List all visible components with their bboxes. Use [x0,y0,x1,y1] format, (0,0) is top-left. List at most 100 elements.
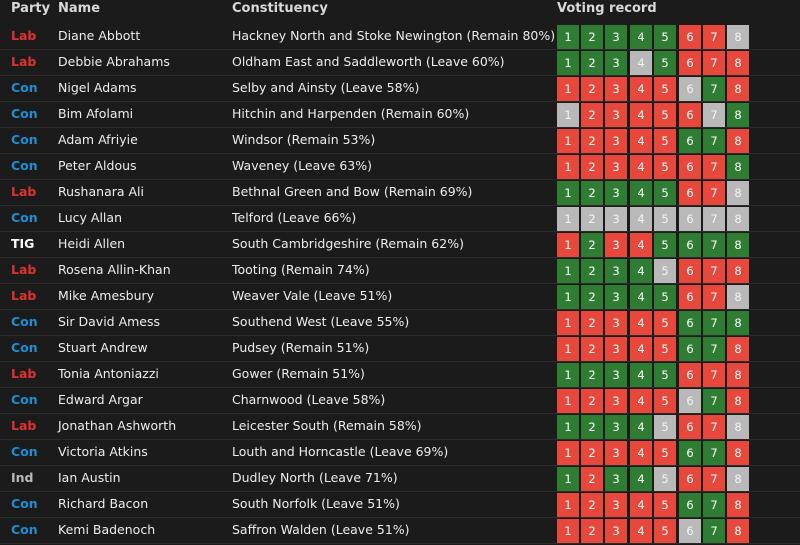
vote-cell-6[interactable]: 6 [679,207,701,231]
vote-cell-1[interactable]: 1 [557,233,579,257]
vote-cell-5[interactable]: 5 [654,25,676,49]
vote-cell-1[interactable]: 1 [557,311,579,335]
vote-cell-4[interactable]: 4 [630,155,652,179]
vote-cell-3[interactable]: 3 [605,259,627,283]
vote-cell-2[interactable]: 2 [581,441,603,465]
table-row[interactable]: Con Victoria Atkins Louth and Horncastle (… [0,441,800,466]
vote-cell-1[interactable]: 1 [557,285,579,309]
vote-cell-6[interactable]: 6 [679,285,701,309]
vote-cell-8[interactable]: 8 [727,25,749,49]
vote-cell-5[interactable]: 5 [654,77,676,101]
vote-cell-7[interactable]: 7 [703,311,725,335]
mp-name-cell[interactable]: Rosena Allin-Khan [58,262,171,277]
mp-name-cell[interactable]: Bim Afolami [58,106,134,121]
vote-cell-3[interactable]: 3 [605,77,627,101]
vote-cell-7[interactable]: 7 [703,285,725,309]
vote-cell-6[interactable]: 6 [679,181,701,205]
vote-cell-3[interactable]: 3 [605,207,627,231]
vote-cell-4[interactable]: 4 [630,129,652,153]
vote-cell-5[interactable]: 5 [654,389,676,413]
vote-cell-7[interactable]: 7 [703,25,725,49]
vote-cell-7[interactable]: 7 [703,207,725,231]
vote-cell-2[interactable]: 2 [581,337,603,361]
mp-name-cell[interactable]: Peter Aldous [58,158,137,173]
vote-cell-1[interactable]: 1 [557,493,579,517]
vote-cell-6[interactable]: 6 [679,233,701,257]
table-row[interactable]: Con Richard Bacon South Norfolk (Leave 51%… [0,493,800,518]
vote-cell-3[interactable]: 3 [605,441,627,465]
vote-cell-2[interactable]: 2 [581,363,603,387]
vote-cell-1[interactable]: 1 [557,77,579,101]
vote-cell-1[interactable]: 1 [557,441,579,465]
vote-cell-5[interactable]: 5 [654,181,676,205]
table-row[interactable]: Con Edward Argar Charnwood (Leave 58%) 1 2 3 4… [0,389,800,414]
mp-name-cell[interactable]: Rushanara Ali [58,184,144,199]
vote-cell-5[interactable]: 5 [654,337,676,361]
vote-cell-2[interactable]: 2 [581,285,603,309]
mp-name-cell[interactable]: Heidi Allen [58,236,126,251]
vote-cell-6[interactable]: 6 [679,259,701,283]
vote-cell-3[interactable]: 3 [605,363,627,387]
vote-cell-4[interactable]: 4 [630,207,652,231]
vote-cell-1[interactable]: 1 [557,155,579,179]
vote-cell-1[interactable]: 1 [557,25,579,49]
mp-name-cell[interactable]: Adam Afriyie [58,132,138,147]
vote-cell-3[interactable]: 3 [605,337,627,361]
vote-cell-6[interactable]: 6 [679,103,701,127]
vote-cell-3[interactable]: 3 [605,181,627,205]
mp-name-cell[interactable]: Kemi Badenoch [58,522,156,537]
table-row[interactable]: Lab Mike Amesbury Weaver Vale (Leave 51%) 1… [0,285,800,310]
vote-cell-3[interactable]: 3 [605,233,627,257]
vote-cell-4[interactable]: 4 [630,181,652,205]
vote-cell-6[interactable]: 6 [679,389,701,413]
vote-cell-7[interactable]: 7 [703,337,725,361]
vote-cell-4[interactable]: 4 [630,233,652,257]
vote-cell-6[interactable]: 6 [679,51,701,75]
vote-cell-4[interactable]: 4 [630,103,652,127]
mp-name-cell[interactable]: Richard Bacon [58,496,149,511]
table-row[interactable]: Lab Jonathan Ashworth Leicester South (Rem… [0,415,800,440]
vote-cell-3[interactable]: 3 [605,103,627,127]
vote-cell-8[interactable]: 8 [727,337,749,361]
vote-cell-8[interactable]: 8 [727,467,749,491]
vote-cell-1[interactable]: 1 [557,415,579,439]
vote-cell-5[interactable]: 5 [654,207,676,231]
vote-cell-6[interactable]: 6 [679,77,701,101]
table-row[interactable]: Lab Rosena Allin-Khan Tooting (Remain 74%)… [0,259,800,284]
mp-name-cell[interactable]: Tonia Antoniazzi [58,366,159,381]
vote-cell-4[interactable]: 4 [630,311,652,335]
mp-name-cell[interactable]: Debbie Abrahams [58,54,170,69]
name-column-header[interactable]: Name [58,1,101,16]
vote-cell-5[interactable]: 5 [654,311,676,335]
vote-cell-5[interactable]: 5 [654,441,676,465]
vote-cell-8[interactable]: 8 [727,155,749,179]
vote-cell-1[interactable]: 1 [557,103,579,127]
vote-cell-1[interactable]: 1 [557,129,579,153]
vote-cell-6[interactable]: 6 [679,415,701,439]
vote-cell-4[interactable]: 4 [630,415,652,439]
vote-cell-3[interactable]: 3 [605,415,627,439]
vote-cell-8[interactable]: 8 [727,181,749,205]
vote-cell-8[interactable]: 8 [727,259,749,283]
vote-cell-7[interactable]: 7 [703,103,725,127]
party-column-header[interactable]: Party [11,1,51,16]
vote-cell-7[interactable]: 7 [703,389,725,413]
vote-cell-3[interactable]: 3 [605,519,627,543]
vote-cell-4[interactable]: 4 [630,493,652,517]
table-row[interactable]: Lab Tonia Antoniazzi Gower (Remain 51%) 1 2 3… [0,363,800,388]
vote-cell-4[interactable]: 4 [630,337,652,361]
vote-cell-1[interactable]: 1 [557,181,579,205]
mp-name-cell[interactable]: Lucy Allan [58,210,122,225]
vote-cell-8[interactable]: 8 [727,103,749,127]
vote-cell-3[interactable]: 3 [605,25,627,49]
vote-cell-4[interactable]: 4 [630,467,652,491]
vote-cell-5[interactable]: 5 [654,415,676,439]
vote-cell-1[interactable]: 1 [557,259,579,283]
vote-cell-6[interactable]: 6 [679,493,701,517]
vote-cell-2[interactable]: 2 [581,415,603,439]
vote-cell-1[interactable]: 1 [557,207,579,231]
vote-cell-2[interactable]: 2 [581,389,603,413]
vote-cell-3[interactable]: 3 [605,129,627,153]
vote-cell-6[interactable]: 6 [679,155,701,179]
vote-cell-5[interactable]: 5 [654,363,676,387]
